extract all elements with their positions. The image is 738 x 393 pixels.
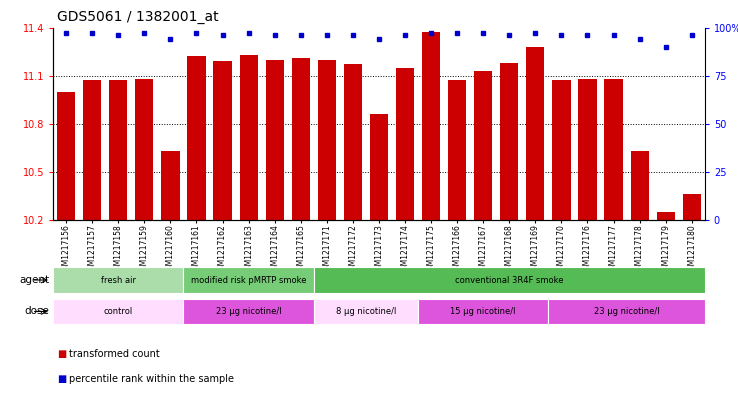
Bar <box>135 79 154 220</box>
Text: agent: agent <box>19 275 49 285</box>
Bar <box>548 299 705 324</box>
Text: ■: ■ <box>57 349 66 359</box>
Bar <box>448 81 466 220</box>
Bar <box>683 195 701 220</box>
Text: conventional 3R4F smoke: conventional 3R4F smoke <box>455 275 564 285</box>
Text: dose: dose <box>24 307 49 316</box>
Text: modified risk pMRTP smoke: modified risk pMRTP smoke <box>191 275 306 285</box>
Text: transformed count: transformed count <box>69 349 160 359</box>
Bar <box>344 64 362 220</box>
Text: 8 μg nicotine/l: 8 μg nicotine/l <box>336 307 396 316</box>
Bar <box>657 212 675 220</box>
Bar <box>266 60 284 220</box>
Bar <box>83 81 101 220</box>
Bar <box>474 71 492 220</box>
Bar <box>240 55 258 220</box>
Text: percentile rank within the sample: percentile rank within the sample <box>69 374 235 384</box>
Bar <box>292 58 310 220</box>
Bar <box>184 299 314 324</box>
Bar <box>552 81 570 220</box>
Bar <box>53 299 184 324</box>
Bar <box>422 32 441 220</box>
Text: control: control <box>103 307 133 316</box>
Bar <box>630 151 649 220</box>
Text: ■: ■ <box>57 374 66 384</box>
Bar <box>396 68 414 220</box>
Bar <box>314 267 705 293</box>
Bar <box>314 299 418 324</box>
Bar <box>53 267 184 293</box>
Bar <box>526 47 545 220</box>
Bar <box>213 61 232 220</box>
Bar <box>184 267 314 293</box>
Bar <box>187 56 206 220</box>
Text: 15 μg nicotine/l: 15 μg nicotine/l <box>450 307 516 316</box>
Text: fresh air: fresh air <box>101 275 136 285</box>
Text: GDS5061 / 1382001_at: GDS5061 / 1382001_at <box>57 9 218 24</box>
Bar <box>500 63 518 220</box>
Bar <box>57 92 75 220</box>
Bar <box>604 79 623 220</box>
Text: 23 μg nicotine/l: 23 μg nicotine/l <box>594 307 660 316</box>
Bar <box>109 81 128 220</box>
Bar <box>162 151 179 220</box>
Text: 23 μg nicotine/l: 23 μg nicotine/l <box>215 307 281 316</box>
Bar <box>317 60 336 220</box>
Bar <box>418 299 548 324</box>
Bar <box>579 79 596 220</box>
Bar <box>370 114 388 220</box>
